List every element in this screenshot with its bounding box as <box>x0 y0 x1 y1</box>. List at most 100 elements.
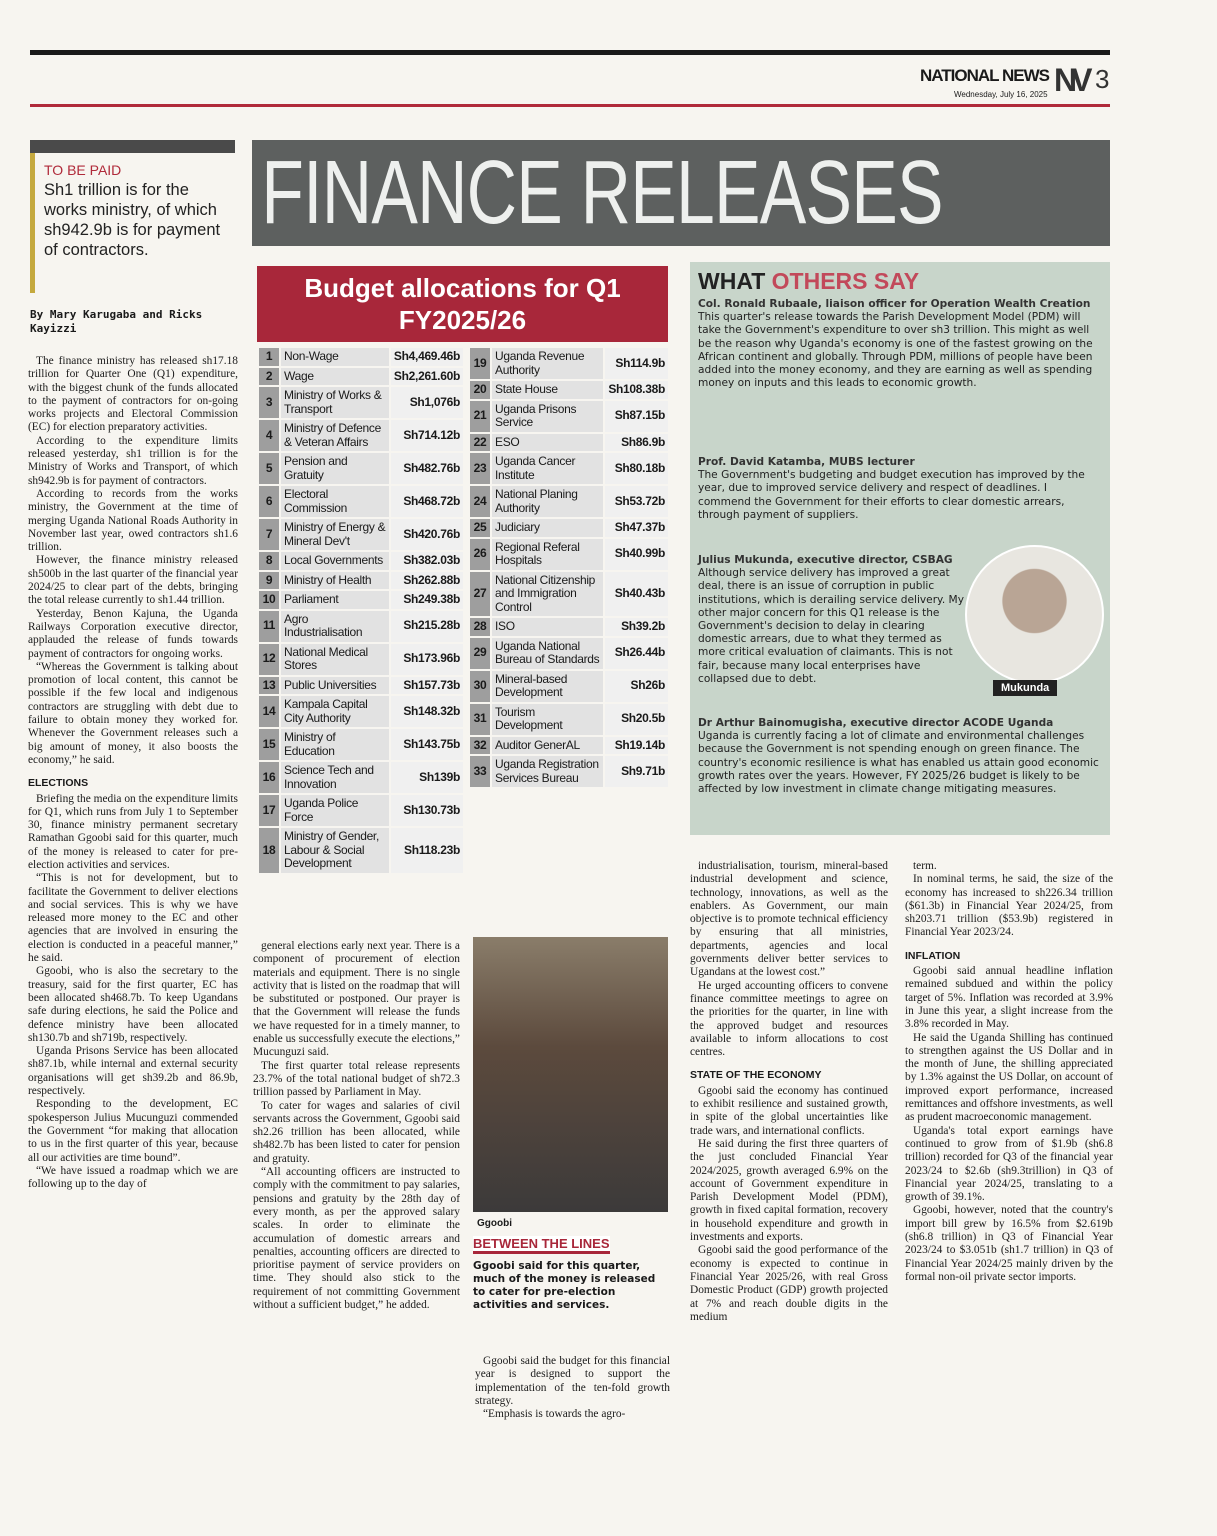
row-amount: Sh9.71b <box>603 754 670 789</box>
paragraph: “All accounting officers are instructed … <box>253 1166 460 1312</box>
table-row: 10 Parliament Sh249.38b <box>257 589 466 611</box>
top-rule <box>30 50 1110 55</box>
between-the-lines: BETWEEN THE LINES Ggoobi said for this q… <box>473 1235 668 1320</box>
paragraph: Ggoobi said the good performance of the … <box>690 1244 888 1323</box>
quote-name: Col. Ronald Rubaale, liaison officer for… <box>698 298 1091 310</box>
article-column: general elections early next year. There… <box>253 940 460 1435</box>
pull-text: Sh1 trillion is for the works ministry, … <box>44 181 221 259</box>
article-column: term. In nominal terms, he said, the size… <box>905 860 1113 1435</box>
row-number: 2 <box>257 365 281 387</box>
paragraph: He said the Uganda Shilling has continue… <box>905 1031 1113 1124</box>
row-name: Public Universities <box>279 674 391 696</box>
mukunda-photo <box>965 545 1104 684</box>
row-amount: Sh714.12b <box>388 418 466 453</box>
row-amount: Sh47.37b <box>603 517 670 539</box>
row-number: 32 <box>468 734 492 756</box>
btl-label: BETWEEN THE LINES <box>473 1236 610 1254</box>
byline: By Mary Karugaba and Ricks Kayizzi <box>30 308 203 335</box>
table-row: 3 Ministry of Works & Transport Sh1,076b <box>257 385 466 420</box>
pull-quote: TO BE PAID Sh1 trillion is for the works… <box>30 140 235 295</box>
paragraph: “Whereas the Government is talking about… <box>28 660 238 766</box>
table-row: 28 ISO Sh39.2b <box>468 616 670 638</box>
row-name: Pension and Gratuity <box>279 451 391 486</box>
row-number: 30 <box>468 668 492 704</box>
quote-text: The Government's budgeting and budget ex… <box>698 469 1085 521</box>
row-name: Uganda Revenue Authority <box>489 346 606 381</box>
table-row: 4 Ministry of Defence & Veteran Affairs Sh… <box>257 418 466 453</box>
paragraph: term. <box>913 860 937 872</box>
row-name: Non-Wage <box>279 346 391 368</box>
table-row: 32 Auditor GenerAL Sh19.14b <box>468 734 670 756</box>
row-name: National Citizenship and Immigration Con… <box>489 569 606 618</box>
row-amount: Sh2,261.60b <box>388 365 466 387</box>
row-name: Agro Industrialisation <box>279 608 391 644</box>
row-name: ESO <box>489 431 606 453</box>
quote: Julius Mukunda, executive director, CSBA… <box>698 554 968 686</box>
pull-side <box>30 153 35 293</box>
row-number: 26 <box>468 536 492 572</box>
paragraph: The finance ministry has released sh17.1… <box>28 355 238 434</box>
paragraph: He said during the first three quarters … <box>690 1137 888 1244</box>
table-row: 15 Ministry of Education Sh143.75b <box>257 727 466 762</box>
row-number: 8 <box>257 550 281 572</box>
paragraph: Briefing the media on the expenditure li… <box>28 792 238 871</box>
row-name: Uganda Prisons Service <box>489 398 606 434</box>
headline-box: FINANCE RELEASES SH17 TRILLION <box>252 140 1110 246</box>
row-number: 24 <box>468 484 492 519</box>
row-name: Parliament <box>279 589 391 611</box>
paragraph: According to records from the works mini… <box>28 487 238 554</box>
row-amount: Sh26.44b <box>603 635 670 671</box>
row-number: 5 <box>257 451 281 486</box>
others-title: WHAT OTHERS SAY <box>698 268 919 295</box>
row-number: 18 <box>257 826 281 875</box>
table-row: 21 Uganda Prisons Service Sh87.15b <box>468 398 670 434</box>
article-column: industrialisation, tourism, mineral-base… <box>690 860 888 1435</box>
row-amount: Sh26b <box>603 668 670 704</box>
row-amount: Sh482.76b <box>388 451 466 486</box>
row-number: 23 <box>468 451 492 486</box>
table-row: 1 Non-Wage Sh4,469.46b <box>257 346 466 368</box>
row-number: 4 <box>257 418 281 453</box>
logo: NV <box>1054 62 1093 98</box>
row-number: 28 <box>468 616 492 638</box>
table-row: 5 Pension and Gratuity Sh482.76b <box>257 451 466 486</box>
paragraph: Yesterday, Benon Kajuna, the Uganda Rail… <box>28 607 238 660</box>
row-amount: Sh1,076b <box>388 385 466 420</box>
row-amount: Sh262.88b <box>388 569 466 591</box>
btl-text: Ggoobi said for this quarter, much of th… <box>473 1260 656 1311</box>
photo-caption: Mukunda <box>993 680 1058 696</box>
masthead: NATIONAL NEWS Wednesday, July 16, 2025 N… <box>920 62 1110 102</box>
quote-text: This quarter's release towards the Paris… <box>698 311 1093 390</box>
paragraph: “We have issued a roadmap which we are f… <box>28 1164 238 1191</box>
paragraph: The first quarter total release represen… <box>253 1059 460 1099</box>
row-number: 11 <box>257 608 281 644</box>
row-amount: Sh118.23b <box>388 826 466 875</box>
table-row: 23 Uganda Cancer Institute Sh80.18b <box>468 451 670 486</box>
quote-name: Prof. David Katamba, MUBS lecturer <box>698 456 915 468</box>
row-amount: Sh143.75b <box>388 727 466 762</box>
quote-name: Dr Arthur Bainomugisha, executive direct… <box>698 717 1054 729</box>
table-row: 9 Ministry of Health Sh262.88b <box>257 569 466 591</box>
table-title-box: Budget allocations for Q1 FY2025/26 <box>257 266 668 342</box>
row-number: 33 <box>468 754 492 789</box>
paragraph: “Emphasis is towards the agro- <box>483 1408 626 1421</box>
row-number: 7 <box>257 517 281 552</box>
table-row: 13 Public Universities Sh157.73b <box>257 674 466 696</box>
row-amount: Sh40.43b <box>603 569 670 618</box>
row-name: Uganda Police Force <box>279 793 391 828</box>
headline: FINANCE RELEASES SH17 TRILLION <box>261 143 943 243</box>
table-row: 20 State House Sh108.38b <box>468 379 670 401</box>
row-name: State House <box>489 379 606 401</box>
row-amount: Sh87.15b <box>603 398 670 434</box>
red-rule <box>30 104 1110 107</box>
row-number: 19 <box>468 346 492 381</box>
row-name: Uganda Registration Services Bureau <box>489 754 606 789</box>
article-column: Ggoobi said the budget for this financia… <box>475 1355 670 1435</box>
row-amount: Sh4,469.46b <box>388 346 466 368</box>
row-number: 21 <box>468 398 492 434</box>
table-row: 12 National Medical Stores Sh173.96b <box>257 641 466 677</box>
paragraph: industrialisation, tourism, mineral-base… <box>690 860 888 979</box>
row-name: Mineral-based Development <box>489 668 606 704</box>
row-name: National Medical Stores <box>279 641 391 677</box>
row-amount: Sh382.03b <box>388 550 466 572</box>
